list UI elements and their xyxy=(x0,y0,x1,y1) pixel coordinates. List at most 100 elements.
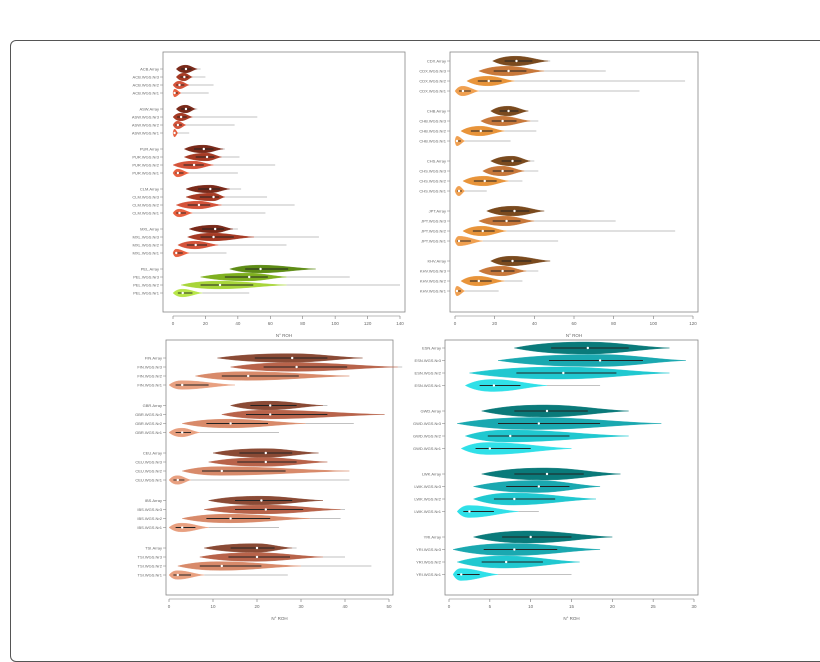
x-tick-label: 120 xyxy=(689,321,697,326)
row-label: IBS.WGS.Nr1 xyxy=(137,525,162,530)
row-label: FIN.Array xyxy=(145,356,162,361)
row-label: JPT.WGS.Nr2 xyxy=(421,229,447,234)
violin-median-point xyxy=(259,267,262,271)
row-label: GBR.WGS.Nr3 xyxy=(135,412,163,417)
x-tick-label: 5 xyxy=(489,604,492,609)
violin-median-point xyxy=(176,171,180,175)
row-label: GBR.Array xyxy=(143,403,162,408)
violin-median-point xyxy=(218,283,222,287)
violin-median-point xyxy=(205,155,209,159)
row-label: KHV.WGS.Nr1 xyxy=(420,289,447,294)
x-axis-label: N° ROH xyxy=(271,616,287,620)
violin-median-point xyxy=(179,115,183,119)
violin-median-point xyxy=(269,413,272,416)
row-label: GWD.WGS.Nr3 xyxy=(413,421,442,426)
row-label: TSI.WGS.Nr3 xyxy=(138,555,163,560)
row-label: CEU.WGS.Nr2 xyxy=(135,469,162,474)
violin-median-point xyxy=(213,227,217,231)
row-label: TSI.WGS.Nr1 xyxy=(138,573,163,578)
row-label: LWK.WGS.Nr3 xyxy=(414,484,441,489)
violin-figure: 0 20 40 60 80 100 120 140 N° ROH ACB.Array ACB.WGS… xyxy=(128,50,710,620)
row-label: ACB.WGS.Nr3 xyxy=(133,75,160,80)
x-tick-label: 100 xyxy=(650,321,658,326)
row-label: YRI.Array xyxy=(424,535,441,540)
violin-median-point xyxy=(194,243,197,247)
x-axis-label: N° ROH xyxy=(276,333,292,338)
violin-median-point xyxy=(501,119,504,123)
row-label: IBS.WGS.Nr3 xyxy=(137,507,162,512)
violin-median-point xyxy=(487,79,490,83)
row-label: CDX.WGS.Nr2 xyxy=(419,79,446,84)
violin-median-point xyxy=(515,59,518,63)
row-label: JPT.WGS.Nr3 xyxy=(421,219,447,224)
violin-median-point xyxy=(586,346,590,350)
x-tick-label: 10 xyxy=(210,604,216,609)
x-tick-label: 80 xyxy=(300,321,306,326)
x-tick-label: 80 xyxy=(611,321,617,326)
row-label: PUR.WGS.Nr2 xyxy=(132,163,159,168)
violin-median-point xyxy=(511,259,514,263)
violin-median-point xyxy=(457,239,461,243)
violin-median-point xyxy=(291,356,294,360)
x-axis-label: N° ROH xyxy=(566,333,582,338)
violin-median-point xyxy=(545,409,549,413)
panel-bottom-right: 0 5 10 15 20 25 30 N° ROH ESN.Array ESN.WGS.Nr3 ES… xyxy=(413,339,699,620)
violin-median-point xyxy=(481,229,484,233)
violin-median-point xyxy=(209,187,212,191)
violin-median-point xyxy=(184,67,188,71)
row-label: YRI.WGS.Nr1 xyxy=(416,572,442,577)
violin-median-point xyxy=(192,163,196,167)
violin-median-point xyxy=(229,517,232,520)
violin-median-point xyxy=(468,510,471,513)
row-label: CLM.WGS.Nr2 xyxy=(132,203,159,208)
violin-median-point xyxy=(513,548,516,551)
violin-median-point xyxy=(197,203,201,207)
violin-median-point xyxy=(507,109,510,113)
row-label: JPT.WGS.Nr1 xyxy=(421,239,447,244)
row-label: ESN.WGS.Nr3 xyxy=(415,358,442,363)
violin-median-point xyxy=(537,422,541,425)
row-label: ACB.WGS.Nr1 xyxy=(133,91,160,96)
violin-median-point xyxy=(220,564,223,568)
row-label: CLM.WGS.Nr1 xyxy=(132,211,159,216)
violin-median-point xyxy=(598,359,602,362)
row-label: CHS.WGS.Nr3 xyxy=(419,169,446,174)
violin-median-point xyxy=(461,89,465,93)
panel-top-left: 0 20 40 60 80 100 120 140 N° ROH ACB.Array ACB.WGS… xyxy=(132,51,406,338)
row-label: FIN.WGS.Nr3 xyxy=(137,365,162,370)
row-label: MXL.WGS.Nr3 xyxy=(133,235,160,240)
violin-median-point xyxy=(181,526,184,529)
row-label: CEU.Array xyxy=(143,451,162,456)
panel-top-right: 0 20 40 60 80 100 120 N° ROH CDX.Array CDX.WGS.Nr… xyxy=(419,51,699,338)
x-tick-label: 20 xyxy=(254,604,260,609)
violin-median-point xyxy=(477,279,480,283)
row-label: ACB.WGS.Nr2 xyxy=(133,83,160,88)
row-label: CDX.WGS.Nr1 xyxy=(419,89,446,94)
violin-median-point xyxy=(260,499,263,502)
violin-median-point xyxy=(175,251,178,255)
row-label: KHV.WGS.Nr2 xyxy=(420,279,447,284)
violin-median-point xyxy=(488,447,492,450)
row-label: CHB.WGS.Nr1 xyxy=(419,139,446,144)
x-tick-label: 20 xyxy=(492,321,498,326)
row-label: LWK.WGS.Nr2 xyxy=(414,497,441,502)
x-axis-label: N° ROH xyxy=(563,616,579,620)
violin-median-point xyxy=(460,573,463,576)
violin-median-point xyxy=(511,159,514,163)
row-label: LWK.WGS.Nr1 xyxy=(414,509,441,514)
violin-median-point xyxy=(173,131,176,135)
violin-median-point xyxy=(184,107,188,111)
row-label: FIN.WGS.Nr1 xyxy=(137,383,162,388)
row-label: CHS.Array xyxy=(427,159,446,164)
row-label: CHB.Array xyxy=(427,109,446,114)
violin-median-point xyxy=(562,371,565,375)
row-label: KHV.Array xyxy=(427,259,446,264)
violin-median-point xyxy=(255,546,259,550)
x-tick-label: 30 xyxy=(298,604,304,609)
violin-median-point xyxy=(455,289,459,293)
plot-frame xyxy=(444,339,699,596)
violin-median-point xyxy=(545,472,549,476)
violin-median-point xyxy=(264,508,267,511)
row-label: LWK.Array xyxy=(422,472,441,477)
row-label: CHS.WGS.Nr2 xyxy=(419,179,446,184)
